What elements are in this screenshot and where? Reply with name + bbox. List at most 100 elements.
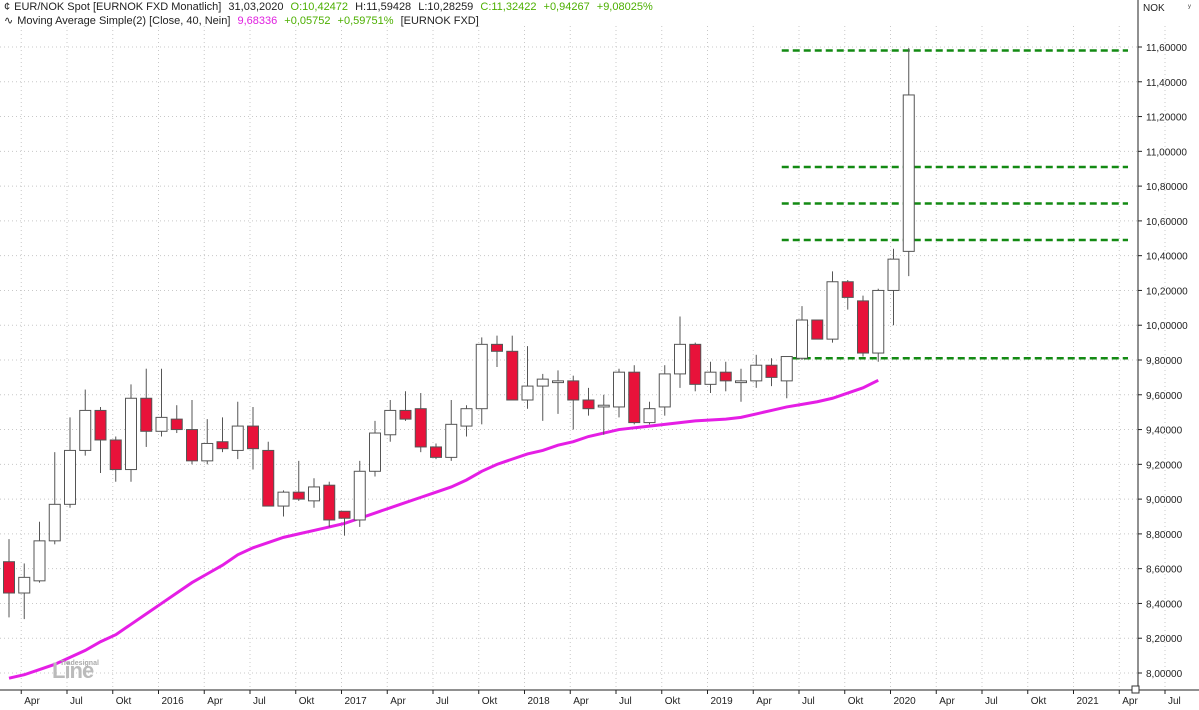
x-tick-label: Apr: [1122, 696, 1138, 707]
y-tick-label: 9,00000: [1146, 495, 1183, 506]
y-tick-label: 10,20000: [1146, 286, 1188, 297]
candle-down: [719, 371, 732, 382]
instrument-name: EUR/NOK Spot [EURNOK FXD Monatlich]: [14, 1, 222, 13]
resize-handle-icon: [1131, 685, 1140, 694]
candle-down: [292, 491, 305, 500]
candle-down: [186, 429, 198, 462]
candle-up: [201, 442, 214, 462]
y-tick-label: 10,40000: [1146, 252, 1188, 263]
study-name: Moving Average Simple(2) [Close, 40, Nei…: [17, 15, 231, 27]
candle-up: [125, 397, 137, 471]
x-tick-label: Jul: [802, 696, 815, 707]
x-tick-label: 2021: [1077, 696, 1100, 707]
change-percent: +9,08025%: [596, 1, 653, 13]
x-tick-label: Jul: [436, 696, 449, 707]
candle-up: [33, 540, 46, 582]
candle-down: [338, 510, 351, 519]
x-tick-label: 2017: [345, 696, 368, 707]
candle-up: [48, 503, 61, 542]
candle-up: [277, 491, 290, 507]
candle-down: [582, 399, 595, 410]
high-value: H:11,59428: [355, 1, 412, 13]
tradesignal-logo: Line Tradesignal: [8, 658, 99, 684]
y-tick-label: 8,60000: [1146, 565, 1183, 576]
candle-up: [552, 380, 564, 384]
ma-value: 9,68336: [237, 15, 278, 27]
x-tick-label: Apr: [756, 696, 772, 707]
close-value: C:11,32422: [480, 1, 537, 13]
y-tick-label: 9,80000: [1146, 356, 1183, 367]
candle-down: [506, 350, 519, 401]
candle-up: [79, 409, 92, 451]
y-tick-label: 10,80000: [1146, 182, 1188, 193]
candle-down: [857, 300, 869, 354]
x-tick-label: Apr: [390, 696, 406, 707]
x-tick-label: Jul: [985, 696, 998, 707]
candle-down: [170, 418, 183, 431]
candle-up: [18, 576, 31, 594]
x-tick-label: Jul: [70, 696, 83, 707]
candle-up: [536, 378, 549, 387]
candle-up: [658, 373, 671, 408]
candle-up: [369, 432, 381, 472]
x-tick-label: Okt: [1031, 696, 1047, 707]
x-tick-label: Okt: [299, 696, 315, 707]
x-tick-label: Okt: [116, 696, 132, 707]
y-tick-label: 9,40000: [1146, 426, 1183, 437]
candle-down: [811, 319, 824, 340]
x-tick-label: Jul: [253, 696, 266, 707]
candle-down: [628, 371, 641, 424]
candle-down: [430, 446, 442, 458]
candle-up: [597, 404, 610, 408]
x-tick-label: Apr: [24, 696, 40, 707]
y-tick-label: 11,20000: [1146, 113, 1187, 124]
logo-text: Line: [52, 658, 94, 683]
candle-down: [140, 397, 153, 432]
y-tick-label: 10,00000: [1146, 321, 1188, 332]
header-line-1: ¢ EUR/NOK Spot [EURNOK FXD Monatlich] 31,…: [4, 1, 657, 13]
candle-down: [94, 409, 107, 441]
candle-up: [475, 343, 488, 410]
bar-date: 31,03,2020: [228, 1, 284, 13]
y-tick-label: 11,40000: [1146, 78, 1187, 89]
candle-down: [323, 484, 336, 521]
low-value: L:10,28259: [418, 1, 474, 13]
open-value: O:10,42472: [290, 1, 349, 13]
candle-up: [902, 94, 915, 252]
candle-up: [826, 281, 839, 340]
candle-up: [64, 449, 76, 505]
x-tick-label: 2016: [162, 696, 185, 707]
candle-up: [735, 380, 747, 384]
candle-up: [872, 289, 885, 354]
candle-down: [262, 449, 275, 507]
x-tick-label: Apr: [207, 696, 223, 707]
chart-icon: ¢: [4, 1, 11, 13]
candle-down: [399, 409, 412, 420]
moving-average-line: [8, 378, 879, 680]
ma-icon: ∿: [4, 15, 14, 27]
candle-up: [780, 356, 793, 382]
x-tick-label: 2020: [894, 696, 917, 707]
candle-up: [353, 470, 366, 521]
x-tick-label: 2019: [711, 696, 734, 707]
axis-unit: NOK: [1143, 3, 1165, 14]
y-tick-label: 8,80000: [1146, 530, 1183, 541]
header-line-2: ∿ Moving Average Simple(2) [Close, 40, Ne…: [4, 14, 483, 27]
collapse-icon[interactable]: ʸ: [1188, 2, 1191, 12]
y-tick-label: 8,00000: [1146, 669, 1183, 680]
x-tick-label: Jul: [619, 696, 632, 707]
x-tick-label: Okt: [848, 696, 864, 707]
candle-up: [384, 409, 397, 436]
candle-down: [567, 380, 580, 401]
candle-down: [109, 439, 122, 471]
candle-down: [491, 343, 503, 352]
x-tick-label: 2018: [528, 696, 551, 707]
candle-down: [247, 425, 259, 450]
x-tick-label: Apr: [939, 696, 955, 707]
candle-down: [689, 343, 702, 385]
candle-up: [704, 371, 717, 385]
candle-up: [887, 258, 900, 291]
candle-down: [414, 408, 427, 448]
candle-up: [231, 425, 244, 451]
